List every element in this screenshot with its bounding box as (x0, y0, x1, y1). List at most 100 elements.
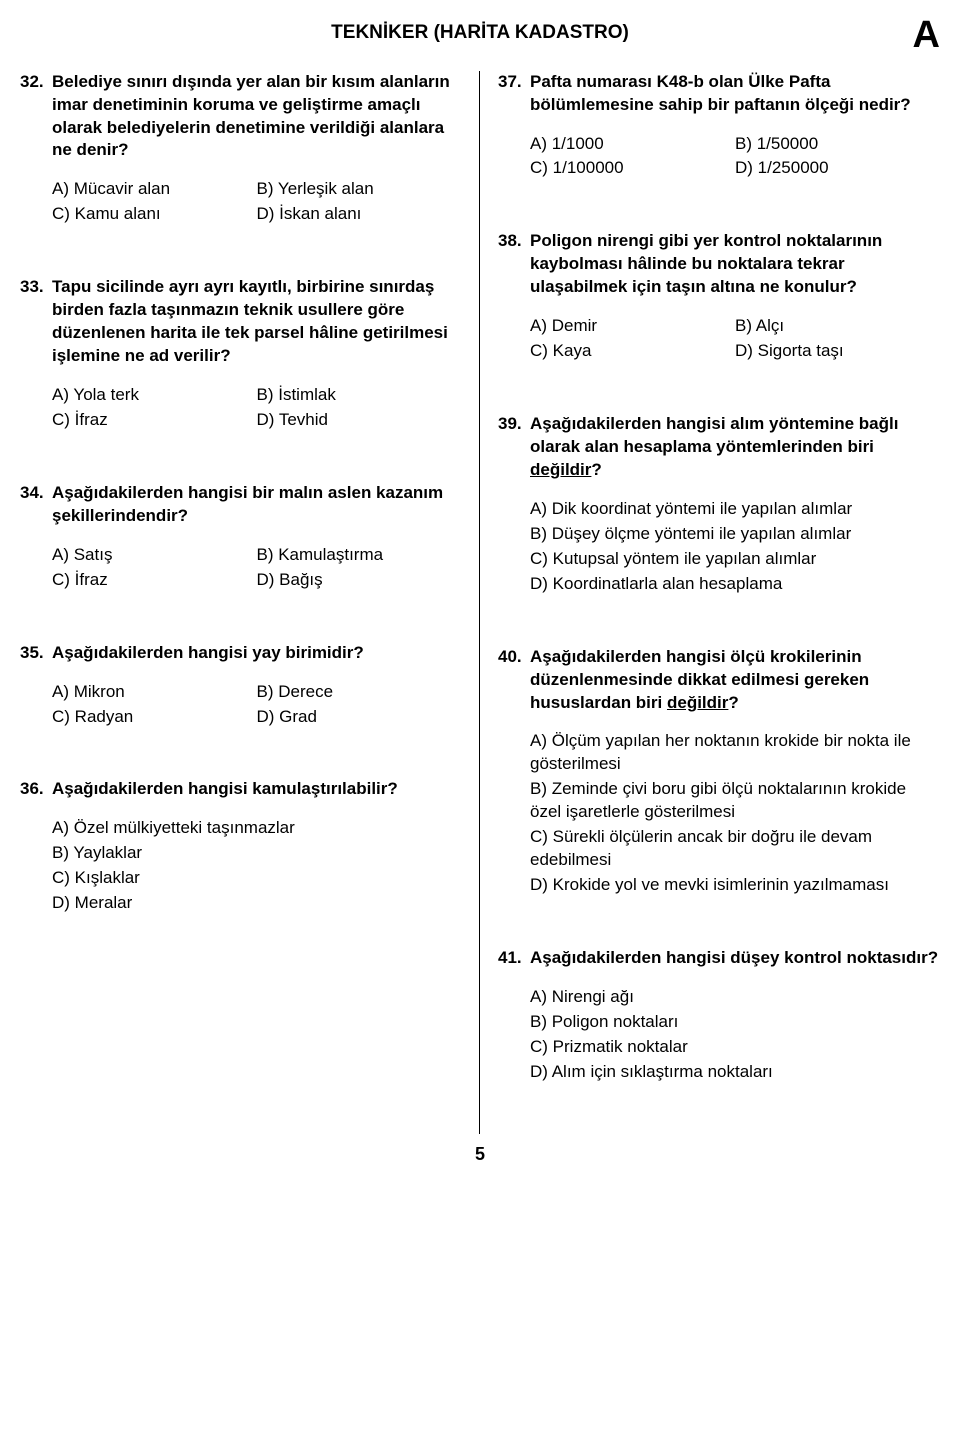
option: A) Yola terk (52, 384, 257, 407)
option: D) Alım için sıklaştırma noktaları (530, 1061, 940, 1084)
question-number: 32. (20, 71, 52, 94)
options: A) Nirengi ağıB) Poligon noktalarıC) Pri… (530, 986, 940, 1086)
question-text: 40.Aşağıdakilerden hangisi ölçü krokiler… (498, 646, 940, 715)
question-number: 38. (498, 230, 530, 253)
question-number: 39. (498, 413, 530, 436)
option: D) Koordinatlarla alan hesaplama (530, 573, 940, 596)
question-text: 41.Aşağıdakilerden hangisi düşey kontrol… (498, 947, 940, 970)
option: D) Sigorta taşı (735, 340, 940, 363)
option: C) Sürekli ölçülerin ancak bir doğru ile… (530, 826, 940, 872)
option: A) Demir (530, 315, 735, 338)
option: A) Satış (52, 544, 257, 567)
option: A) Dik koordinat yöntemi ile yapılan alı… (530, 498, 940, 521)
option: B) Derece (257, 681, 462, 704)
option: B) Kamulaştırma (257, 544, 462, 567)
option: A) Özel mülkiyetteki taşınmazlar (52, 817, 461, 840)
question-text-underlined: değildir (530, 460, 591, 479)
option: D) İskan alanı (257, 203, 462, 226)
option: A) Mikron (52, 681, 257, 704)
option: B) Alçı (735, 315, 940, 338)
option: C) Kışlaklar (52, 867, 461, 890)
options: A) Dik koordinat yöntemi ile yapılan alı… (530, 498, 940, 598)
question-number: 33. (20, 276, 52, 299)
option: A) Nirengi ağı (530, 986, 940, 1009)
option: D) Meralar (52, 892, 461, 915)
question-number: 35. (20, 642, 52, 665)
option: C) Kutupsal yöntem ile yapılan alımlar (530, 548, 940, 571)
options: A) Yola terkB) İstimlakC) İfrazD) Tevhid (52, 384, 461, 434)
option: C) İfraz (52, 569, 257, 592)
options: A) Ölçüm yapılan her noktanın krokide bi… (530, 730, 940, 899)
question-text: 37.Pafta numarası K48-b olan Ülke Pafta … (498, 71, 940, 117)
option: C) Prizmatik noktalar (530, 1036, 940, 1059)
question-number: 34. (20, 482, 52, 505)
question: 33.Tapu sicilinde ayrı ayrı kayıtlı, bir… (20, 276, 461, 434)
question-text-underlined: değildir (667, 693, 728, 712)
left-column: 32.Belediye sınırı dışında yer alan bir … (20, 71, 480, 1134)
question-number: 41. (498, 947, 530, 970)
question-number: 36. (20, 778, 52, 801)
question: 41.Aşağıdakilerden hangisi düşey kontrol… (498, 947, 940, 1086)
option: B) Zeminde çivi boru gibi ölçü noktaları… (530, 778, 940, 824)
option: C) Kamu alanı (52, 203, 257, 226)
question: 36.Aşağıdakilerden hangisi kamulaştırıla… (20, 778, 461, 917)
question: 38.Poligon nirengi gibi yer kontrol nokt… (498, 230, 940, 365)
option: D) Krokide yol ve mevki isimlerinin yazı… (530, 874, 940, 897)
option: B) 1/50000 (735, 133, 940, 156)
option: B) Düşey ölçme yöntemi ile yapılan alıml… (530, 523, 940, 546)
option: C) Radyan (52, 706, 257, 729)
question-text-post: ? (591, 460, 601, 479)
page-title: TEKNİKER (HARİTA KADASTRO) (331, 20, 629, 46)
right-column: 37.Pafta numarası K48-b olan Ülke Pafta … (480, 71, 940, 1134)
options: A) DemirB) AlçıC) KayaD) Sigorta taşı (530, 315, 940, 365)
question-text: 38.Poligon nirengi gibi yer kontrol nokt… (498, 230, 940, 299)
question-text: 36.Aşağıdakilerden hangisi kamulaştırıla… (20, 778, 461, 801)
option: D) Tevhid (257, 409, 462, 432)
question: 37.Pafta numarası K48-b olan Ülke Pafta … (498, 71, 940, 183)
options: A) 1/1000B) 1/50000C) 1/100000D) 1/25000… (530, 133, 940, 183)
option: D) Grad (257, 706, 462, 729)
question-body: Aşağıdakilerden hangisi ölçü krokilerini… (530, 646, 940, 715)
page-header: TEKNİKER (HARİTA KADASTRO) A (20, 20, 940, 46)
option: B) İstimlak (257, 384, 462, 407)
option: C) 1/100000 (530, 157, 735, 180)
question-body: Belediye sınırı dışında yer alan bir kıs… (52, 71, 461, 163)
question-body: Aşağıdakilerden hangisi alım yöntemine b… (530, 413, 940, 482)
page-number: 5 (20, 1142, 940, 1166)
options: A) Mücavir alanB) Yerleşik alanC) Kamu a… (52, 178, 461, 228)
question-body: Aşağıdakilerden hangisi yay birimidir? (52, 642, 461, 665)
option: A) Ölçüm yapılan her noktanın krokide bi… (530, 730, 940, 776)
question-text: 39.Aşağıdakilerden hangisi alım yöntemin… (498, 413, 940, 482)
question-body: Aşağıdakilerden hangisi kamulaştırılabil… (52, 778, 461, 801)
question-body: Aşağıdakilerden hangisi düşey kontrol no… (530, 947, 940, 970)
question-body: Tapu sicilinde ayrı ayrı kayıtlı, birbir… (52, 276, 461, 368)
option: C) İfraz (52, 409, 257, 432)
question: 40.Aşağıdakilerden hangisi ölçü krokiler… (498, 646, 940, 899)
option: D) Bağış (257, 569, 462, 592)
question-text-pre: Aşağıdakilerden hangisi alım yöntemine b… (530, 414, 898, 456)
option: B) Poligon noktaları (530, 1011, 940, 1034)
question-text: 32.Belediye sınırı dışında yer alan bir … (20, 71, 461, 163)
option: B) Yerleşik alan (257, 178, 462, 201)
question: 39.Aşağıdakilerden hangisi alım yöntemin… (498, 413, 940, 598)
option: D) 1/250000 (735, 157, 940, 180)
question-text-post: ? (728, 693, 738, 712)
question-body: Aşağıdakilerden hangisi bir malın aslen … (52, 482, 461, 528)
options: A) MikronB) DereceC) RadyanD) Grad (52, 681, 461, 731)
content-columns: 32.Belediye sınırı dışında yer alan bir … (20, 71, 940, 1134)
question: 35.Aşağıdakilerden hangisi yay birimidir… (20, 642, 461, 731)
option: C) Kaya (530, 340, 735, 363)
question-number: 37. (498, 71, 530, 94)
booklet-letter: A (913, 10, 940, 61)
options: A) Özel mülkiyetteki taşınmazlarB) Yayla… (52, 817, 461, 917)
question-text: 34.Aşağıdakilerden hangisi bir malın asl… (20, 482, 461, 528)
question-body: Poligon nirengi gibi yer kontrol noktala… (530, 230, 940, 299)
question-body: Pafta numarası K48-b olan Ülke Pafta böl… (530, 71, 940, 117)
question-text: 33.Tapu sicilinde ayrı ayrı kayıtlı, bir… (20, 276, 461, 368)
question: 32.Belediye sınırı dışında yer alan bir … (20, 71, 461, 229)
question: 34.Aşağıdakilerden hangisi bir malın asl… (20, 482, 461, 594)
options: A) SatışB) KamulaştırmaC) İfrazD) Bağış (52, 544, 461, 594)
question-text: 35.Aşağıdakilerden hangisi yay birimidir… (20, 642, 461, 665)
question-number: 40. (498, 646, 530, 669)
option: A) Mücavir alan (52, 178, 257, 201)
